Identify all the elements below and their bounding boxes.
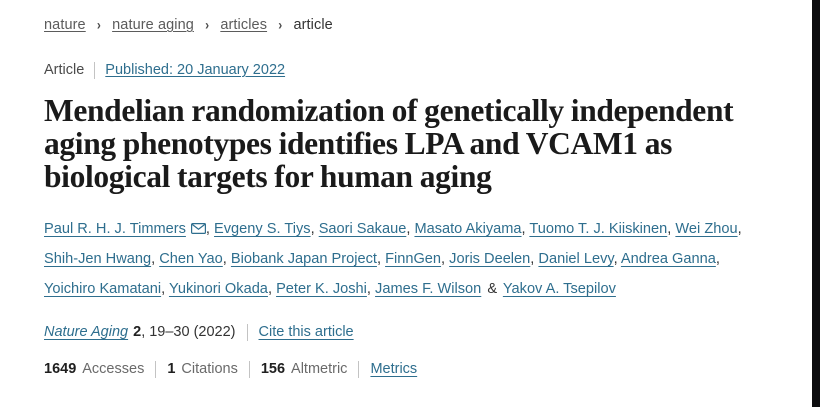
author-separator: , xyxy=(441,251,446,267)
cite-this-article-link[interactable]: Cite this article xyxy=(258,324,354,340)
page-title: Mendelian randomization of genetically i… xyxy=(44,93,734,194)
author-separator: , xyxy=(205,221,210,237)
author-separator: , xyxy=(267,281,272,297)
breadcrumb-item-articles[interactable]: articles xyxy=(220,17,268,33)
author-separator: , xyxy=(521,221,526,237)
metrics-link[interactable]: Metrics xyxy=(370,361,418,377)
author-separator: , xyxy=(151,251,156,267)
author-list: Paul R. H. J. Timmers, Evgeny S. Tiys, S… xyxy=(44,214,792,304)
author-link[interactable]: Biobank Japan Project xyxy=(230,251,377,267)
metric-label: Altmetric xyxy=(291,361,348,377)
author-link[interactable]: Yoichiro Kamatani xyxy=(44,281,162,297)
journal-volume: 2 xyxy=(133,324,142,340)
author-separator: , xyxy=(376,251,381,267)
article-type-label: Article xyxy=(44,62,85,78)
author-link[interactable]: Paul R. H. J. Timmers xyxy=(44,221,186,237)
metric-altmetric: 156 Altmetric xyxy=(261,359,348,379)
author-separator-ampersand: & xyxy=(487,281,498,297)
meta-divider xyxy=(94,61,96,79)
article-meta-line: Article Published: 20 January 2022 xyxy=(44,60,812,80)
metrics-divider xyxy=(248,360,250,378)
right-edge-strip xyxy=(812,0,820,407)
breadcrumb-separator-icon: › xyxy=(96,16,101,34)
author-link[interactable]: Tuomo T. J. Kiiskinen xyxy=(529,221,668,237)
author-link[interactable]: Daniel Levy xyxy=(538,251,614,267)
metric-value: 1649 xyxy=(44,361,77,377)
published-date-link[interactable]: Published: 20 January 2022 xyxy=(105,62,286,78)
author-separator: , xyxy=(715,251,720,267)
metric-label: Accesses xyxy=(82,361,145,377)
author-link[interactable]: Evgeny S. Tiys xyxy=(214,221,311,237)
author-link[interactable]: Shih-Jen Hwang xyxy=(44,251,152,267)
author-separator: , xyxy=(161,281,166,297)
citation-divider xyxy=(246,323,248,341)
breadcrumb-item-nature[interactable]: nature xyxy=(44,17,86,33)
metrics-bar: 1649 Accesses 1 Citations 156 Altmetric … xyxy=(44,359,812,379)
author-separator: , xyxy=(667,221,672,237)
metric-label: Citations xyxy=(181,361,238,377)
breadcrumb-item-nature-aging[interactable]: nature aging xyxy=(112,17,194,33)
author-separator: , xyxy=(613,251,618,267)
breadcrumb-separator-icon: › xyxy=(205,16,210,34)
author-link[interactable]: Peter K. Joshi xyxy=(276,281,367,297)
author-link[interactable]: Saori Sakaue xyxy=(318,221,407,237)
author-link[interactable]: Andrea Ganna xyxy=(620,251,716,267)
envelope-icon[interactable] xyxy=(190,223,206,234)
author-separator: , xyxy=(366,281,371,297)
author-link[interactable]: Yakov A. Tsepilov xyxy=(502,281,616,297)
author-separator: , xyxy=(737,221,742,237)
author-link[interactable]: Wei Zhou xyxy=(675,221,738,237)
journal-name-link[interactable]: Nature Aging xyxy=(44,324,129,340)
author-link[interactable]: James F. Wilson xyxy=(375,281,482,297)
breadcrumb-item-article-current: article xyxy=(293,17,333,33)
author-separator: , xyxy=(222,251,227,267)
journal-pages-year: , 19–30 (2022) xyxy=(141,324,236,340)
breadcrumb-separator-icon: › xyxy=(278,16,283,34)
metric-accesses: 1649 Accesses xyxy=(44,359,144,379)
author-separator: , xyxy=(406,221,411,237)
metric-citations: 1 Citations xyxy=(167,359,238,379)
author-link[interactable]: Joris Deelen xyxy=(449,251,531,267)
breadcrumb: nature › nature aging › articles › artic… xyxy=(44,10,812,36)
journal-citation: Nature Aging 2 , 19–30 (2022) Cite this … xyxy=(44,322,812,342)
author-link[interactable]: Masato Akiyama xyxy=(414,221,522,237)
metric-value: 156 xyxy=(260,361,286,377)
metrics-divider xyxy=(155,360,157,378)
author-link[interactable]: Chen Yao xyxy=(159,251,223,267)
metrics-divider xyxy=(358,360,360,378)
author-link[interactable]: FinnGen xyxy=(385,251,442,267)
author-separator: , xyxy=(310,221,315,237)
author-link[interactable]: Yukinori Okada xyxy=(168,281,268,297)
author-separator: , xyxy=(530,251,535,267)
metric-value: 1 xyxy=(167,361,176,377)
